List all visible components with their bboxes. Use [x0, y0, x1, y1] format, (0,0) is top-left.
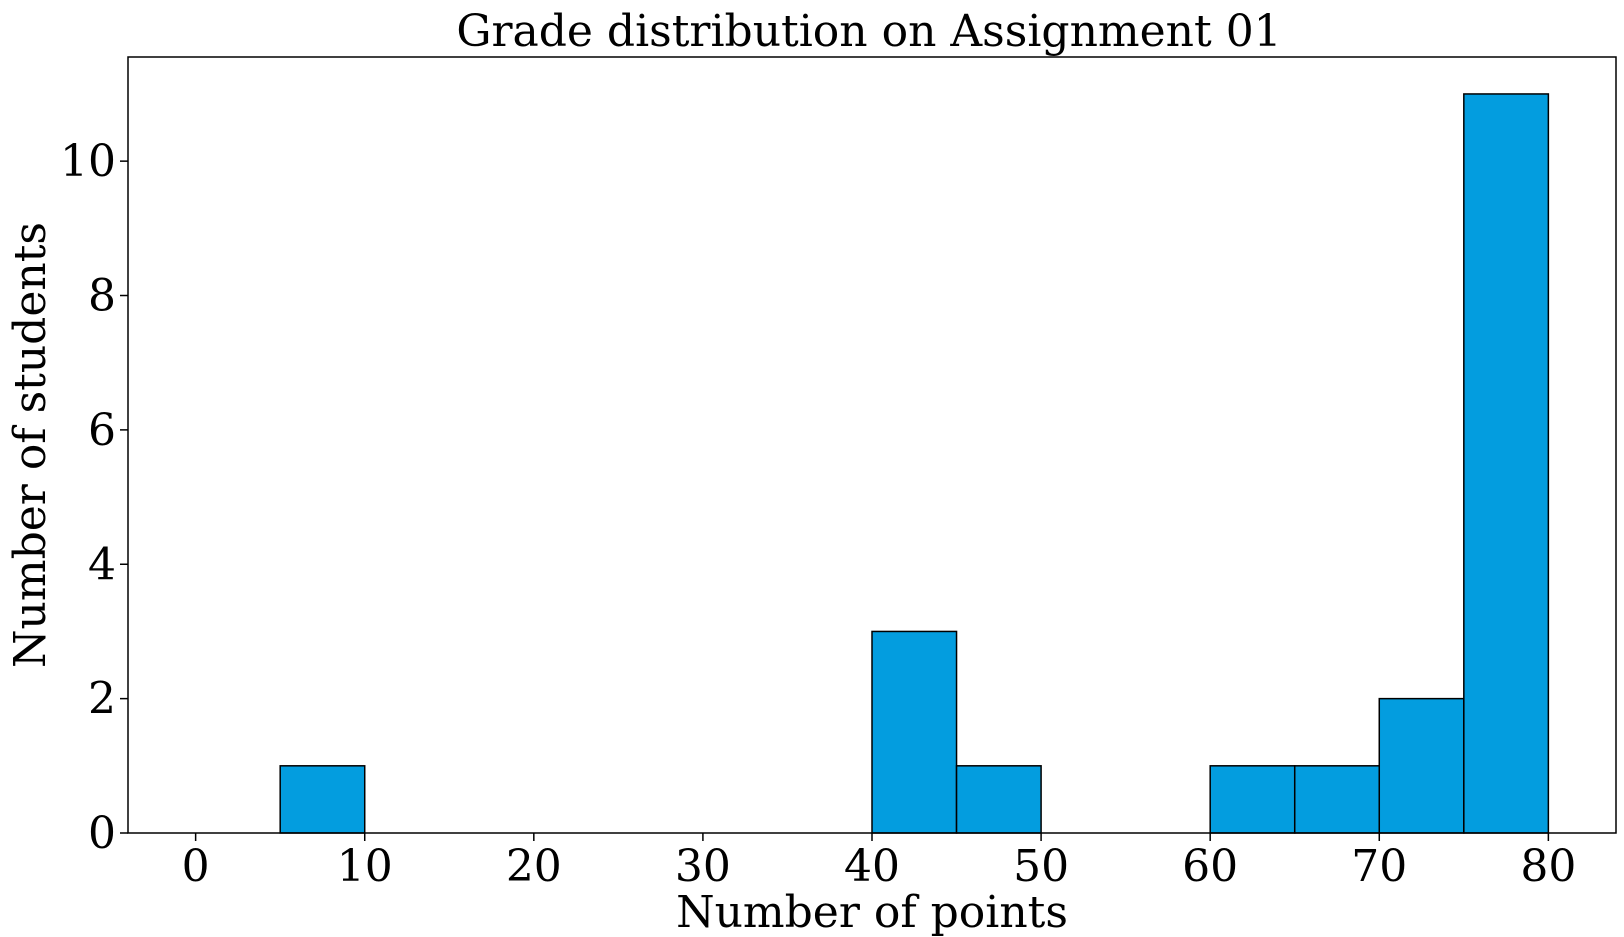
x-axis-ticks: 0 10 20 30 40 50 60 70 80: [182, 833, 1576, 892]
histogram-bar-60-65: [1209, 765, 1296, 834]
histogram-bar-70-75: [1378, 697, 1465, 834]
y-tick-label-6: 6: [88, 405, 116, 456]
histogram-bar-5-10: [279, 765, 366, 834]
chart-title: Grade distribution on Assignment 01: [456, 6, 1281, 57]
y-axis-ticks: 0 2 4 6 8 10: [60, 136, 128, 859]
x-axis-label: Number of points: [676, 887, 1068, 937]
x-tick-label-0: 0: [182, 841, 210, 892]
y-tick-label-4: 4: [88, 539, 116, 590]
y-tick-label-8: 8: [88, 271, 116, 322]
y-tick-label-2: 2: [88, 674, 116, 725]
x-tick-label-50: 50: [1013, 841, 1069, 892]
x-tick-label-40: 40: [844, 841, 900, 892]
y-tick-label-0: 0: [88, 808, 116, 859]
x-tick-label-60: 60: [1182, 841, 1238, 892]
y-axis-label: Number of students: [5, 222, 56, 668]
bars-layer: [279, 93, 1550, 834]
histogram-bar-65-70: [1293, 765, 1381, 834]
histogram-bar-40-45: [871, 630, 958, 834]
histogram-bar-45-50: [955, 765, 1042, 834]
x-tick-label-30: 30: [675, 841, 731, 892]
x-tick-label-10: 10: [337, 841, 393, 892]
x-tick-label-70: 70: [1351, 841, 1407, 892]
x-tick-label-80: 80: [1520, 841, 1576, 892]
x-tick-label-20: 20: [506, 841, 562, 892]
y-tick-label-10: 10: [60, 136, 116, 187]
histogram-bar-75-80: [1463, 93, 1550, 834]
